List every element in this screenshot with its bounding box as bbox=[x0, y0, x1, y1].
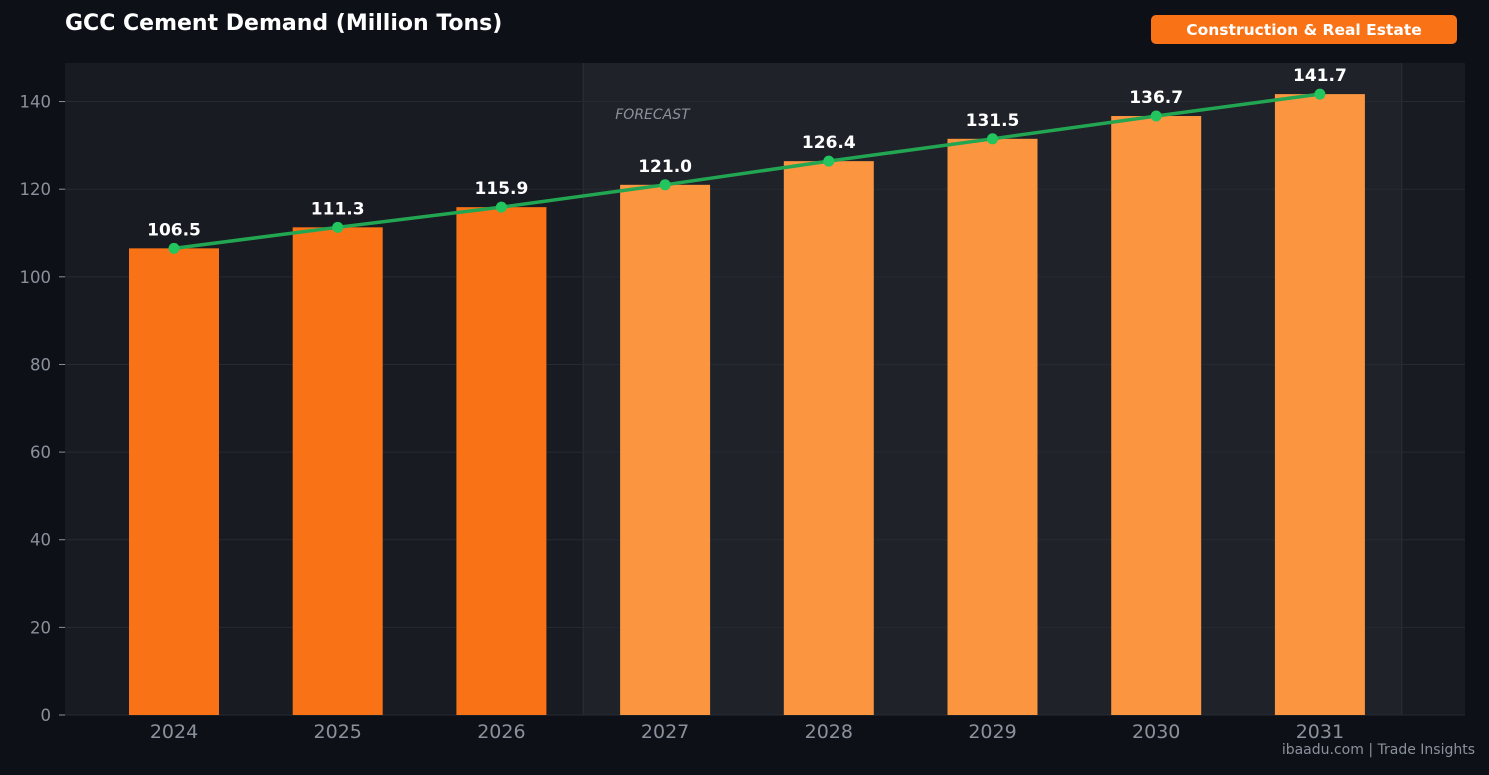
data-label: 106.5 bbox=[147, 220, 201, 240]
bar-2028 bbox=[783, 161, 874, 716]
trend-point bbox=[1314, 88, 1326, 100]
data-label: 136.7 bbox=[1129, 88, 1183, 108]
y-tick-label: 120 bbox=[20, 180, 52, 199]
bar-2025 bbox=[292, 227, 383, 715]
trend-point bbox=[168, 242, 180, 254]
x-tick-label: 2026 bbox=[477, 721, 525, 743]
trend-point bbox=[659, 179, 671, 191]
y-tick-label: 20 bbox=[30, 618, 51, 637]
source-footer: ibaadu.com | Trade Insights bbox=[1281, 742, 1475, 758]
data-label: 131.5 bbox=[966, 111, 1020, 131]
trend-line bbox=[173, 92, 1321, 251]
bar-2029 bbox=[947, 138, 1038, 715]
x-tick-label: 2029 bbox=[968, 721, 1016, 743]
bar-2024 bbox=[129, 248, 219, 715]
x-tick-label: 2028 bbox=[805, 721, 853, 743]
bar-2031 bbox=[1274, 94, 1365, 715]
data-label: 121.0 bbox=[638, 157, 692, 177]
trend-point bbox=[1150, 110, 1162, 122]
y-tick-label: 140 bbox=[20, 93, 52, 112]
x-tick-label: 2031 bbox=[1296, 721, 1344, 743]
x-tick-label: 2027 bbox=[641, 721, 689, 743]
x-tick-label: 2030 bbox=[1132, 721, 1180, 743]
x-tick-label: 2024 bbox=[150, 721, 198, 743]
trend-point bbox=[332, 221, 344, 233]
x-tick-label: 2025 bbox=[314, 721, 362, 743]
chart-title: GCC Cement Demand (Million Tons) bbox=[65, 11, 503, 36]
trend-point bbox=[823, 155, 835, 167]
y-tick-label: 40 bbox=[30, 531, 51, 550]
data-label: 141.7 bbox=[1293, 66, 1347, 86]
bar-2030 bbox=[1111, 116, 1202, 716]
y-tick-label: 60 bbox=[30, 443, 51, 462]
category-badge: Construction & Real Estate bbox=[1151, 15, 1457, 44]
data-label: 126.4 bbox=[802, 133, 856, 153]
y-tick-label: 100 bbox=[20, 268, 52, 287]
bar-2026 bbox=[456, 207, 547, 715]
forecast-label: FORECAST bbox=[615, 107, 691, 123]
trend-point bbox=[987, 133, 998, 145]
data-label: 115.9 bbox=[475, 179, 529, 199]
y-tick-label: 80 bbox=[30, 355, 51, 374]
trend-point bbox=[495, 201, 507, 213]
data-label: 111.3 bbox=[311, 199, 365, 219]
bar-2027 bbox=[620, 184, 711, 715]
y-tick-label: 0 bbox=[41, 706, 52, 725]
